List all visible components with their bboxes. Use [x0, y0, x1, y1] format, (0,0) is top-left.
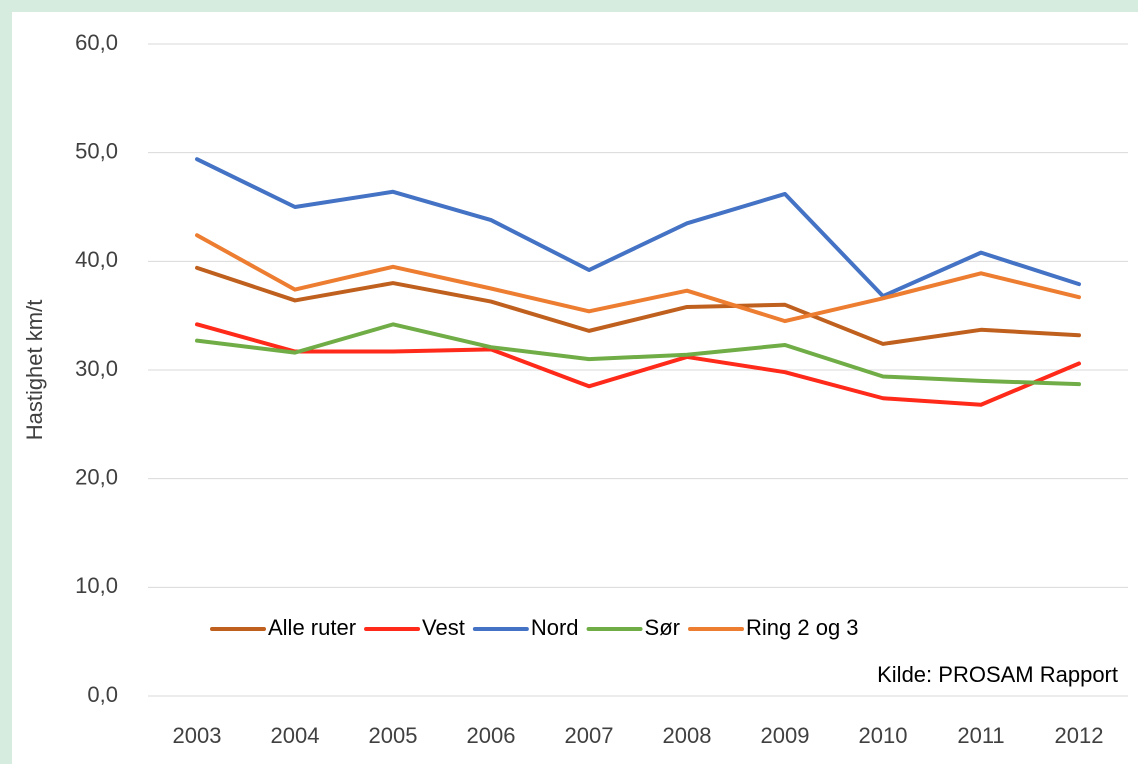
legend-label: Sør	[645, 615, 680, 640]
x-tick-label: 2003	[173, 723, 222, 748]
x-tick-label: 2005	[369, 723, 418, 748]
legend-label: Ring 2 og 3	[746, 615, 859, 640]
y-tick-label: 10,0	[75, 573, 118, 598]
x-tick-label: 2008	[663, 723, 712, 748]
x-tick-label: 2009	[761, 723, 810, 748]
annotation: Kilde: PROSAM Rapport	[877, 662, 1118, 687]
x-tick-label: 2007	[565, 723, 614, 748]
y-tick-label: 0,0	[87, 682, 118, 707]
x-tick-label: 2011	[957, 723, 1004, 748]
series-line	[195, 157, 1081, 299]
legend-label: Alle ruter	[268, 615, 356, 640]
y-tick-label: 60,0	[75, 30, 118, 55]
x-tick-label: 2006	[467, 723, 516, 748]
y-tick-label: 30,0	[75, 356, 118, 381]
y-tick-label: 50,0	[75, 138, 118, 163]
series-line	[195, 322, 1081, 407]
legend-label: Vest	[422, 615, 465, 640]
series-line	[195, 265, 1081, 346]
x-tick-label: 2004	[271, 723, 320, 748]
x-tick-label: 2010	[859, 723, 908, 748]
y-tick-label: 20,0	[75, 464, 118, 489]
chart-background	[12, 12, 1138, 764]
legend-label: Nord	[531, 615, 579, 640]
series-line	[195, 322, 1081, 387]
y-tick-label: 40,0	[75, 247, 118, 272]
y-axis-label: Hastighet km/t	[22, 300, 47, 441]
x-tick-label: 2012	[1055, 723, 1104, 748]
series-line	[195, 233, 1081, 324]
